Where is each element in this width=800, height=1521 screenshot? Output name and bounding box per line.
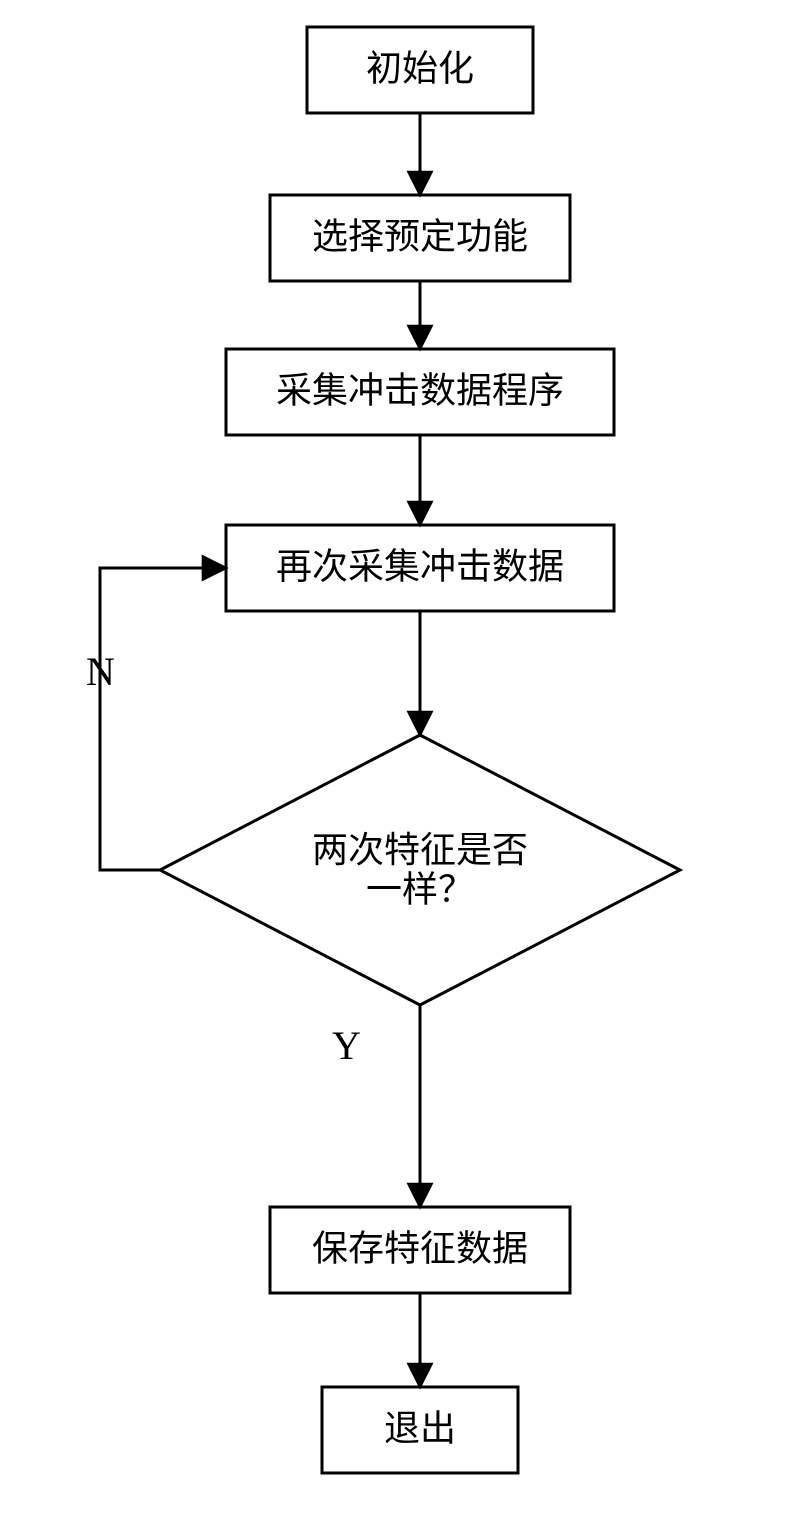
node-exit: 退出 <box>322 1387 518 1473</box>
edge <box>100 568 226 870</box>
node-decision-label-2: 一样？ <box>366 870 474 910</box>
node-save-label: 保存特征数据 <box>312 1228 528 1268</box>
edge-label-no: N <box>86 649 115 694</box>
node-init: 初始化 <box>307 27 533 113</box>
node-decision-label-1: 两次特征是否 <box>312 830 528 870</box>
node-collect-label: 采集冲击数据程序 <box>276 370 564 410</box>
edge-label-yes: Y <box>332 1023 361 1068</box>
node-exit-label: 退出 <box>384 1408 456 1448</box>
node-save: 保存特征数据 <box>270 1207 570 1293</box>
node-select-label: 选择预定功能 <box>312 216 528 256</box>
node-decision: 两次特征是否一样？ <box>160 735 680 1005</box>
node-select: 选择预定功能 <box>270 195 570 281</box>
node-init-label: 初始化 <box>366 48 474 88</box>
node-recollect: 再次采集冲击数据 <box>226 525 614 611</box>
node-collect: 采集冲击数据程序 <box>226 349 614 435</box>
node-recollect-label: 再次采集冲击数据 <box>276 546 564 586</box>
